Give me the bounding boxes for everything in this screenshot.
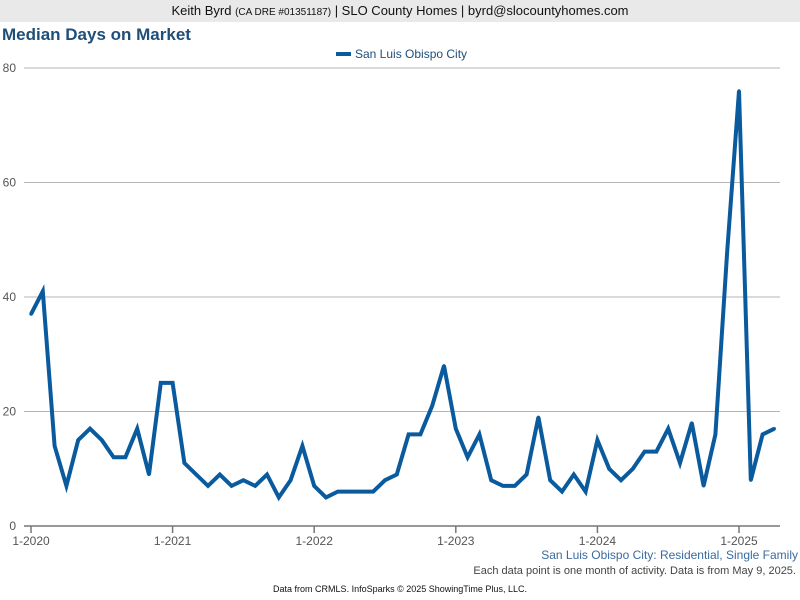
data-point: [489, 478, 493, 482]
data-point: [466, 455, 470, 459]
data-point: [147, 472, 151, 477]
data-point: [772, 427, 777, 431]
chart-note: Each data point is one month of activity…: [473, 565, 796, 577]
data-point: [595, 438, 600, 442]
data-point: [53, 444, 57, 448]
data-point: [501, 484, 505, 488]
data-point: [430, 404, 434, 408]
data-point: [41, 289, 45, 293]
data-point: [666, 427, 670, 431]
data-point: [678, 461, 682, 465]
data-point: [253, 484, 257, 488]
agent-email[interactable]: byrd@slocountyhomes.com: [467, 3, 629, 18]
data-point: [348, 490, 352, 494]
data-point: [359, 490, 363, 494]
y-axis: 0 20 40 60 80: [3, 61, 17, 533]
data-point: [572, 472, 576, 477]
data-point: [336, 490, 340, 494]
data-point: [619, 478, 623, 482]
data-point: [454, 427, 458, 431]
x-tick-label: 1-2022: [296, 534, 334, 548]
x-tick-label: 1-2024: [579, 534, 617, 548]
data-point: [584, 490, 588, 494]
chart-subtitle: San Luis Obispo City: Residential, Singl…: [541, 548, 798, 562]
x-tick-label: 1-2023: [437, 534, 475, 548]
gridlines: [24, 67, 780, 412]
data-point: [64, 484, 68, 488]
legend[interactable]: San Luis Obispo City: [336, 47, 467, 61]
data-point: [536, 415, 541, 419]
data-point: [182, 461, 186, 465]
data-point: [29, 312, 33, 316]
data-point: [713, 432, 718, 436]
series-lines: [29, 89, 777, 502]
data-point: [383, 478, 387, 482]
x-axis-labels: 1-2020 1-2021 1-2022 1-2023 1-2024 1-2025: [12, 526, 758, 548]
data-point: [525, 472, 529, 477]
data-point: [607, 467, 611, 471]
data-point: [690, 421, 694, 425]
agent-name: Keith Byrd: [171, 3, 232, 18]
data-point: [737, 89, 741, 93]
data-point: [265, 472, 269, 477]
data-point: [631, 467, 635, 471]
agent-banner: Keith Byrd (CA DRE #01351187) | SLO Coun…: [0, 0, 800, 22]
data-point: [725, 249, 729, 253]
data-source: Data from CRMLS. InfoSparks © 2025 Showi…: [273, 584, 527, 594]
data-point: [548, 478, 552, 482]
data-point: [643, 449, 647, 454]
data-point: [513, 484, 517, 488]
data-point: [88, 427, 92, 431]
data-point: [407, 432, 411, 436]
data-point: [312, 484, 316, 488]
data-point: [159, 381, 163, 385]
data-point: [206, 484, 210, 488]
y-tick-label: 20: [3, 405, 17, 419]
y-tick-label: 40: [3, 290, 17, 304]
series-line-0: [29, 90, 776, 502]
data-point: [395, 472, 399, 477]
data-point: [654, 449, 659, 454]
legend-label: San Luis Obispo City: [355, 47, 467, 61]
data-point: [135, 427, 139, 431]
brokerage-name: | SLO County Homes |: [334, 3, 465, 18]
data-point: [324, 495, 328, 499]
data-point: [289, 478, 293, 482]
y-tick-label: 0: [9, 519, 16, 533]
x-tick-label: 1-2025: [720, 534, 758, 548]
chart-title: Median Days on Market: [2, 25, 191, 44]
data-point: [300, 444, 304, 448]
y-tick-label: 80: [3, 61, 17, 75]
data-point: [477, 432, 481, 436]
x-tick-label: 1-2021: [154, 534, 192, 548]
data-point: [100, 438, 104, 442]
data-point: [112, 455, 116, 459]
data-point: [277, 495, 281, 499]
data-point: [76, 438, 80, 442]
data-point: [123, 455, 127, 459]
data-point: [241, 478, 245, 482]
x-tick-label: 1-2020: [12, 534, 50, 548]
data-point: [560, 490, 564, 494]
data-point: [194, 472, 198, 477]
data-point: [218, 472, 222, 477]
data-point: [442, 364, 446, 368]
data-point: [749, 478, 753, 482]
data-point: [171, 381, 175, 385]
data-point: [702, 484, 706, 488]
data-point: [761, 432, 765, 436]
data-point: [418, 432, 422, 436]
agent-license: (CA DRE #01351187): [235, 7, 332, 18]
data-point: [230, 484, 234, 488]
data-point: [371, 490, 375, 494]
y-tick-label: 60: [3, 176, 17, 190]
